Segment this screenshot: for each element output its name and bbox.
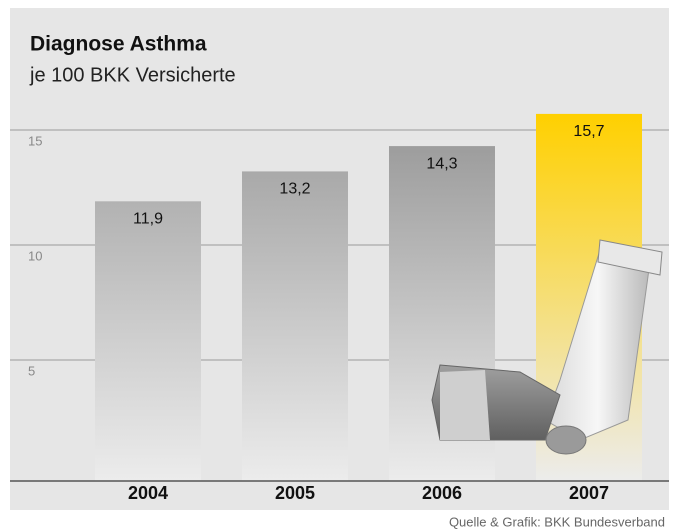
y-tick-label: 5 xyxy=(28,363,35,378)
bar xyxy=(242,171,348,481)
inhaler-illustration xyxy=(431,239,663,455)
chart-subtitle: je 100 BKK Versicherte xyxy=(29,64,236,86)
y-tick-label: 10 xyxy=(28,248,42,263)
inhaler-cap xyxy=(597,239,663,276)
value-label: 14,3 xyxy=(426,155,457,172)
inhaler-highlight xyxy=(440,370,490,440)
bar xyxy=(95,201,201,482)
x-tick-label: 2005 xyxy=(275,483,315,503)
chart-title: Diagnose Asthma xyxy=(30,33,207,56)
x-tick-label: 2006 xyxy=(422,483,462,503)
x-tick-label: 2007 xyxy=(569,483,609,503)
value-label: 13,2 xyxy=(279,181,310,198)
value-label: 11,9 xyxy=(133,211,163,228)
value-label: 15,7 xyxy=(573,123,604,140)
x-tick-label: 2004 xyxy=(128,483,168,503)
inhaler-base xyxy=(545,425,587,455)
source: Quelle & Grafik: BKK Bundesverband xyxy=(449,514,665,529)
y-tick-label: 15 xyxy=(28,133,42,148)
